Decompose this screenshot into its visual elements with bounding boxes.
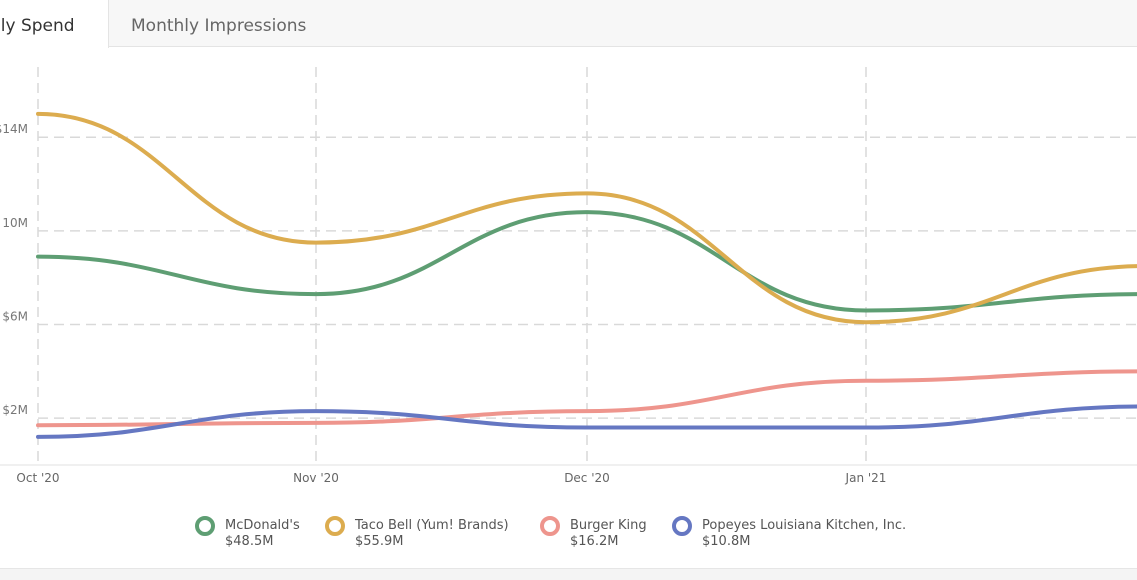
tab-monthly-impressions[interactable]: Monthly Impressions (131, 16, 307, 36)
tab-bar: hly Spend Monthly Impressions (0, 0, 1137, 48)
legend-ring-icon (672, 516, 692, 536)
legend-series-total: $48.5M (225, 534, 274, 549)
legend-series-total: $55.9M (355, 534, 404, 549)
legend-series-name: Popeyes Louisiana Kitchen, Inc. (702, 518, 907, 533)
y-tick-label: $14M (0, 122, 28, 136)
x-tick-label: Oct '20 (16, 471, 59, 485)
legend-series-total: $16.2M (570, 534, 619, 549)
series-line-burger-king (36, 369, 1137, 428)
tab-monthly-spend[interactable]: hly Spend (0, 0, 109, 48)
series-line-popeyes-louisiana-kitchen-inc (36, 404, 1137, 439)
legend-ring-icon (325, 516, 345, 536)
legend-ring-icon (195, 516, 215, 536)
series-line-taco-bell-yum-brands (36, 111, 1137, 325)
y-tick-label: $2M (2, 403, 28, 417)
bottom-strip (0, 568, 1137, 580)
legend-series-name: McDonald's (225, 518, 300, 533)
y-tick-label: 10M (2, 216, 28, 230)
legend-series-name: Taco Bell (Yum! Brands) (355, 518, 509, 533)
x-tick-label: Nov '20 (293, 471, 339, 485)
x-tick-label: Dec '20 (564, 471, 610, 485)
series-line-mcdonald-s (36, 210, 1137, 313)
y-tick-label: $6M (2, 310, 28, 324)
line-chart: $2M $6M 10M $14M Oct '20 Nov '20 Dec '20 Jan '2… (0, 67, 1137, 485)
legend-series-total: $10.8M (702, 534, 751, 549)
legend-ring-icon (540, 516, 560, 536)
x-tick-label: Jan '21 (845, 471, 887, 485)
legend-series-name: Burger King (570, 518, 647, 533)
